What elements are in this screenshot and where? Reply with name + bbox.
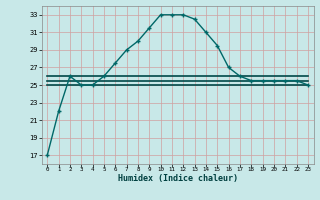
X-axis label: Humidex (Indice chaleur): Humidex (Indice chaleur) [118, 174, 237, 183]
